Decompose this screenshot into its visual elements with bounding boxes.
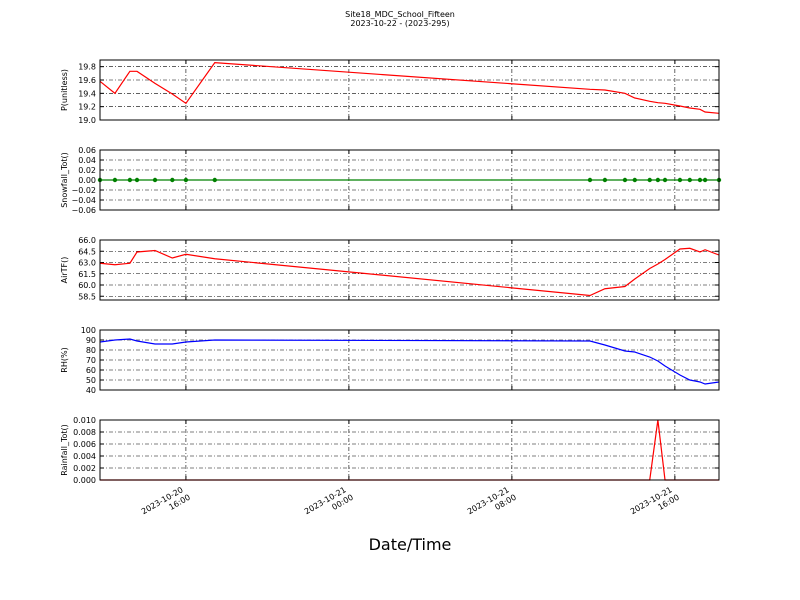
y-tick-label: 19.0 [78,116,96,125]
plot-frame [99,59,720,121]
series-marker [647,177,652,183]
plot-frame [99,149,720,211]
y-tick-label: 50 [86,376,96,385]
series-marker [134,177,140,183]
series-marker [212,177,217,183]
y-tick-label: 70 [86,356,96,365]
series-marker [587,177,593,183]
chart-title: Site18_MDC_School_Fifteen [345,10,455,19]
y-tick-label: 19.4 [78,89,96,98]
y-axis-label: AirTF() [60,257,69,284]
y-tick-label: 0.04 [78,156,96,165]
y-tick-label: 0.000 [73,476,96,485]
y-tick-label: 19.2 [78,103,96,112]
series-line [99,338,720,385]
y-tick-label: −0.06 [71,206,96,215]
plot-frame [99,239,720,301]
y-tick-label: 19.6 [78,76,96,85]
y-axis-label: Snowfall_Tot() [60,152,69,208]
y-tick-label: 0.004 [73,452,96,461]
y-tick-label: 40 [86,386,96,395]
y-tick-label: 63.0 [78,259,96,268]
y-tick-label: 64.5 [78,247,96,256]
y-axis-label: Rainfall_Tot() [60,424,69,476]
y-tick-label: 19.8 [78,63,96,72]
y-tick-label: 0.002 [73,464,96,473]
y-tick-label: 61.5 [78,270,96,279]
series-marker [687,177,692,183]
y-tick-label: 58.5 [78,292,96,301]
series-marker [655,177,661,183]
series-marker [697,177,703,183]
y-tick-label: 0.006 [73,440,96,449]
plot-frame [99,419,720,481]
series-line [99,62,720,114]
y-tick-label: 66.0 [78,236,96,245]
y-tick-label: −0.04 [71,196,96,205]
y-tick-label: 0.06 [78,146,96,155]
series-marker [702,177,708,183]
series-marker [632,177,637,183]
series-marker [602,177,608,183]
y-tick-label: 90 [86,336,96,345]
y-tick-label: 0.00 [78,176,96,185]
y-tick-label: 100 [81,326,96,335]
series-marker [662,177,668,183]
series-marker [622,177,628,183]
y-axis-label: P(unitless) [60,69,69,111]
x-axis-label: Date/Time [369,535,452,554]
y-axis-label: RH(%) [60,347,69,372]
series-marker [152,177,158,183]
series-marker [677,177,683,183]
y-tick-label: 0.010 [73,416,96,425]
chart-subtitle: 2023-10-22 - (2023-295) [350,19,449,28]
y-tick-label: 60.0 [78,281,96,290]
series-marker [183,177,189,183]
y-tick-label: 0.02 [78,166,96,175]
series-marker [112,177,118,183]
series-line [99,247,720,297]
plot-frame [99,329,720,391]
series-marker [127,177,133,183]
y-tick-label: −0.02 [71,186,96,195]
y-tick-label: 60 [86,366,96,375]
y-tick-label: 0.008 [73,428,96,437]
series-marker [170,177,175,183]
y-tick-label: 80 [86,346,96,355]
